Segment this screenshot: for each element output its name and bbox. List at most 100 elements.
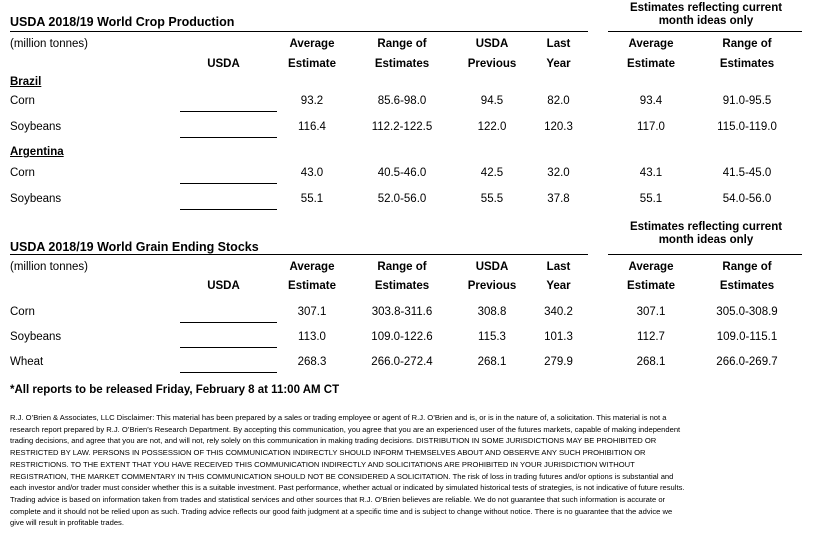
average-estimate-value: 307.1 [297, 306, 327, 318]
note-line: month ideas only [658, 234, 754, 246]
units-label: (million tonnes) [10, 261, 88, 273]
range-of-estimates-value: 112.2-122.5 [371, 121, 433, 133]
last-year-value: 340.2 [544, 306, 573, 318]
range-of-estimates-value: 303.8-311.6 [371, 306, 433, 318]
col-header-last-year: Last [546, 261, 571, 273]
current-range-of-estimates-value: 305.0-308.9 [716, 306, 778, 318]
range-of-estimates-value: 109.0-122.6 [371, 331, 433, 343]
commodity-label: Corn [10, 306, 35, 318]
col-header-last-year: Year [546, 280, 571, 292]
current-range-of-estimates-value: 109.0-115.1 [716, 331, 778, 343]
disclaimer-line: trading decisions, and agree that you ar… [10, 436, 657, 446]
col-header-cur-range: Estimates [719, 58, 775, 70]
current-range-of-estimates-value: 266.0-269.7 [716, 356, 778, 368]
disclaimer-line: complete and it should not be relied upo… [10, 506, 673, 516]
last-year-value: 82.0 [547, 95, 570, 107]
commodity-label: Wheat [10, 356, 44, 368]
usda-underline [180, 121, 277, 138]
range-of-estimates-value: 266.0-272.4 [371, 356, 433, 368]
note-line: Estimates reflecting current [629, 221, 783, 233]
commodity-label: Soybeans [10, 121, 62, 133]
release-footnote: *All reports to be released Friday, Febr… [10, 384, 340, 396]
usda-underline [180, 193, 277, 210]
current-average-estimate-value: 117.0 [637, 121, 665, 133]
average-estimate-value: 268.3 [297, 356, 327, 368]
current-average-estimate-value: 268.1 [636, 356, 666, 368]
table2-header-row-top: (million tonnes) Average Range of USDA L… [10, 261, 802, 274]
col-header-cur-average: Estimate [627, 58, 675, 70]
average-estimate-value: 113.0 [298, 331, 326, 343]
usda-blank [170, 331, 277, 348]
col-header-usda-previous: Previous [467, 280, 517, 292]
table1-title: USDA 2018/19 World Crop Production [10, 15, 235, 29]
usda-blank [170, 193, 277, 210]
current-average-estimate-value: 112.7 [637, 331, 665, 343]
table1-header-row-top: (million tonnes) Average Range of USDA L… [10, 38, 802, 51]
usda-previous-value: 55.5 [480, 193, 504, 205]
current-range-of-estimates-value: 54.0-56.0 [722, 193, 772, 205]
col-header-cur-range: Range of [722, 261, 772, 273]
table-row: Soybeans 55.1 52.0-56.0 55.5 37.8 55.1 5… [10, 193, 802, 210]
col-header-usda-previous: USDA [475, 261, 509, 273]
col-header-range: Estimates [374, 58, 430, 70]
usda-previous-value: 115.3 [478, 331, 506, 343]
col-header-range: Range of [377, 261, 427, 273]
current-month-note: Estimates reflecting current month ideas… [600, 221, 812, 247]
table-row: Corn 43.0 40.5-46.0 42.5 32.0 43.1 41.5-… [10, 167, 802, 184]
col-header-range: Estimates [374, 280, 430, 292]
usda-previous-value: 308.8 [477, 306, 507, 318]
table2-title-rule [10, 254, 588, 256]
usda-underline [180, 95, 277, 112]
average-estimate-value: 55.1 [300, 193, 324, 205]
usda-blank [170, 167, 277, 184]
table1-note-rule [608, 31, 802, 33]
last-year-value: 120.3 [544, 121, 573, 133]
current-range-of-estimates-value: 91.0-95.5 [722, 95, 772, 107]
usda-underline [180, 306, 277, 323]
col-header-cur-range: Range of [722, 38, 772, 50]
disclaimer-line: Trading advice is based on information t… [10, 494, 666, 504]
range-of-estimates-value: 85.6-98.0 [377, 95, 427, 107]
col-header-last-year: Last [546, 38, 571, 50]
group-label-argentina: Argentina [10, 146, 64, 158]
table2-header-row-bottom: USDA Estimate Estimates Previous Year Es… [10, 280, 802, 293]
col-header-cur-average: Average [628, 261, 674, 273]
current-range-of-estimates-value: 115.0-119.0 [717, 121, 777, 133]
table2-note-rule [608, 254, 802, 256]
col-header-usda-previous: Previous [467, 58, 517, 70]
usda-blank [170, 121, 277, 138]
last-year-value: 32.0 [547, 167, 570, 179]
usda-previous-value: 268.1 [477, 356, 507, 368]
disclaimer-line: RESTRICTED BY LAW. PERSONS IN POSSESSION… [10, 448, 646, 458]
usda-underline [180, 356, 277, 373]
usda-blank [170, 95, 277, 112]
average-estimate-value: 116.4 [298, 121, 326, 133]
last-year-value: 37.8 [547, 193, 570, 205]
commodity-label: Corn [10, 167, 35, 179]
disclaimer-line: R.J. O’Brien & Associates, LLC Disclaime… [10, 413, 667, 422]
col-header-last-year: Year [546, 58, 571, 70]
col-header-usda: USDA [207, 280, 240, 292]
col-header-average: Average [289, 261, 335, 273]
current-average-estimate-value: 93.4 [639, 95, 663, 107]
disclaimer-line: research report prepared by R.J. O’Brien… [10, 424, 681, 434]
col-header-cur-average: Estimate [627, 280, 675, 292]
table-row: Wheat 268.3 266.0-272.4 268.1 279.9 268.… [10, 356, 802, 373]
commodity-label: Corn [10, 95, 35, 107]
average-estimate-value: 93.2 [300, 95, 324, 107]
disclaimer-line: RESTRICTIONS. TO THE EXTENT THAT YOU HAV… [10, 459, 635, 469]
table-row: Corn 93.2 85.6-98.0 94.5 82.0 93.4 91.0-… [10, 95, 802, 112]
current-average-estimate-value: 307.1 [636, 306, 666, 318]
usda-previous-value: 42.5 [480, 167, 504, 179]
usda-blank [170, 306, 277, 323]
units-label: (million tonnes) [10, 38, 88, 50]
col-header-cur-range: Estimates [719, 280, 775, 292]
range-of-estimates-value: 40.5-46.0 [377, 167, 427, 179]
disclaimer-line: each investor and/or trader must conside… [10, 483, 685, 493]
disclaimer-line: give will result in profitable trades. [10, 518, 124, 528]
usda-previous-value: 94.5 [480, 95, 504, 107]
current-range-of-estimates-value: 41.5-45.0 [722, 167, 772, 179]
current-month-note: Estimates reflecting current month ideas… [600, 2, 812, 28]
disclaimer-line: REGISTRATION, THE MARKET COMMENTARY IN T… [10, 471, 674, 481]
